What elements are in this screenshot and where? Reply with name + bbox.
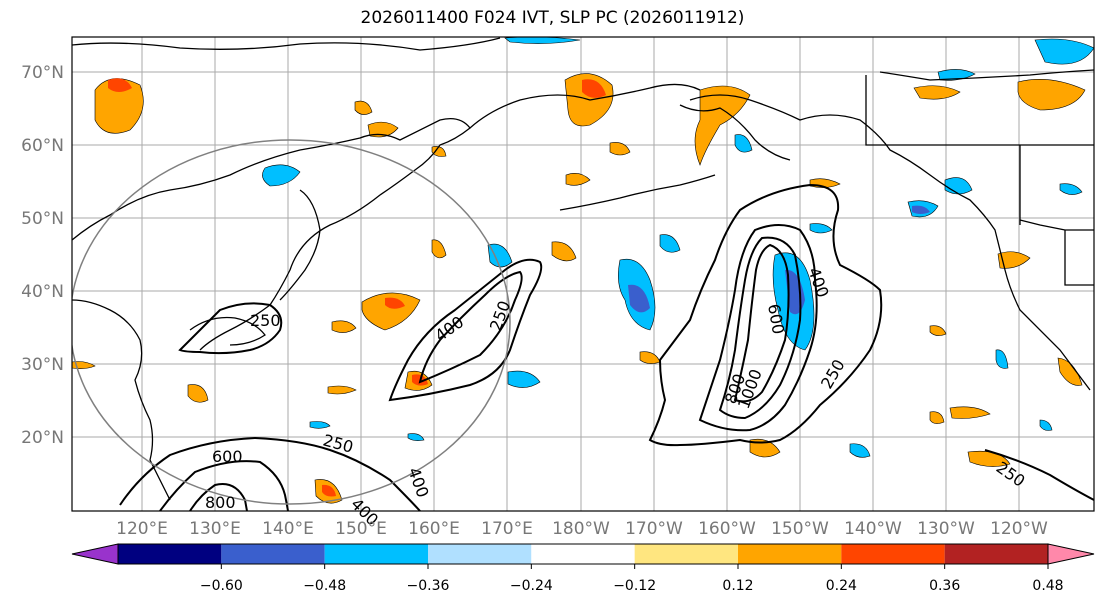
map-title: 2026011400 F024 IVT, SLP PC (2026011912) [360, 8, 745, 28]
lat-label: 60°N [21, 136, 64, 156]
colorbar-segment [221, 544, 325, 564]
colorbar-extend-max [1047, 543, 1095, 565]
lat-label: 30°N [21, 355, 64, 375]
lon-label: 150°W [771, 519, 829, 539]
lon-label: 140°E [262, 519, 314, 539]
colorbar: −0.60 −0.48 −0.36 −0.24 −0.12 0.12 0.24 0.36 0.4… [71, 543, 1095, 594]
colorbar-tick-label: 0.36 [929, 578, 960, 594]
lon-label: 150°E [335, 519, 387, 539]
colorbar-segment [841, 544, 945, 564]
lon-label: 180°W [552, 519, 610, 539]
ivt-anomaly-fill [72, 37, 1094, 504]
lon-label: 130°W [917, 519, 975, 539]
colorbar-segment [324, 544, 428, 564]
lon-label: 160°W [698, 519, 756, 539]
colorbar-segment [531, 544, 635, 564]
contour-label: 800 [205, 493, 236, 512]
lat-label: 40°N [21, 282, 64, 302]
lon-label: 160°E [408, 519, 460, 539]
lat-label: 70°N [21, 63, 64, 83]
colorbar-segment [118, 544, 222, 564]
lat-label: 20°N [21, 428, 64, 448]
contour-label: 250 [250, 311, 281, 330]
colorbar-extend-min [71, 543, 119, 565]
map-frame [71, 36, 1095, 512]
coastlines [72, 37, 1094, 501]
colorbar-outline [117, 543, 1049, 565]
lon-label: 120°W [990, 519, 1048, 539]
colorbar-tick-label: −0.60 [200, 578, 243, 594]
colorbar-tick-label: 0.12 [722, 578, 753, 594]
longitude-labels: 120°E 130°E 140°E 150°E 160°E 170°E 180°W 170°W… [116, 519, 1048, 539]
colorbar-segment [738, 544, 842, 564]
colorbar-tick-label: 0.48 [1032, 578, 1063, 594]
colorbar-tick-label: 0.24 [826, 578, 857, 594]
colorbar-tick-label: −0.24 [510, 578, 553, 594]
colorbar-segment [428, 544, 532, 564]
colorbar-tick-label: −0.48 [303, 578, 346, 594]
lon-label: 170°W [625, 519, 683, 539]
colorbar-tick-label: −0.36 [407, 578, 450, 594]
region-circle [72, 139, 511, 505]
lon-label: 130°E [189, 519, 241, 539]
lon-label: 120°E [116, 519, 168, 539]
lon-label: 170°E [481, 519, 533, 539]
contour-label: 600 [212, 447, 243, 466]
latitude-labels: 70°N 60°N 50°N 40°N 30°N 20°N [21, 63, 64, 448]
lat-label: 50°N [21, 209, 64, 229]
colorbar-segment [634, 544, 738, 564]
lon-label: 140°W [844, 519, 902, 539]
colorbar-tick-label: −0.12 [613, 578, 656, 594]
colorbar-segment [944, 544, 1048, 564]
